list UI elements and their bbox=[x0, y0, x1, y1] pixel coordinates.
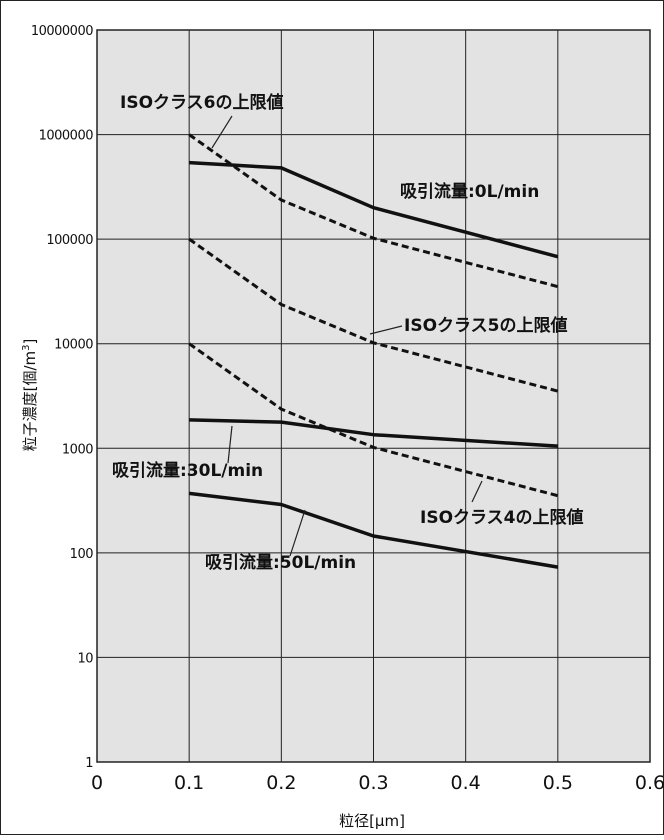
y-tick-label-3: 1000 bbox=[62, 442, 93, 457]
y-tick-label-7: 10000000 bbox=[31, 24, 93, 39]
annotation-flow-50: 吸引流量:50L/min bbox=[205, 552, 356, 573]
series-layer bbox=[188, 115, 559, 569]
x-axis-title: 粒径[μm] bbox=[339, 812, 405, 830]
x-tick-label-1: 0.1 bbox=[174, 772, 204, 794]
tick-labels: 0 0.1 0.2 0.3 0.4 0.5 0.6 1 10 100 1000 10000 100000… bbox=[31, 24, 664, 794]
plot-border bbox=[96, 29, 651, 763]
y-axis-title-sup: 3 bbox=[21, 344, 32, 350]
leader-line-0 bbox=[211, 115, 233, 149]
y-tick-label-2: 100 bbox=[70, 547, 94, 562]
y-axis-title-close: ] bbox=[21, 339, 39, 345]
series-line-5 bbox=[188, 342, 559, 498]
series-line-1 bbox=[189, 418, 558, 448]
x-tick-label-5: 0.5 bbox=[543, 772, 573, 794]
x-tick-label-3: 0.3 bbox=[358, 772, 388, 794]
series-line-2 bbox=[188, 491, 559, 569]
annotation-layer: ISOクラス6の上限値 吸引流量:0L/min ISOクラス5の上限値 吸引流量… bbox=[112, 92, 584, 573]
x-tick-label-4: 0.4 bbox=[451, 772, 481, 794]
grid bbox=[97, 30, 650, 762]
annotation-flow-30: 吸引流量:30L/min bbox=[112, 460, 263, 481]
series-line-3 bbox=[188, 133, 559, 289]
leader-line-3 bbox=[227, 425, 233, 464]
leader-line-4 bbox=[289, 509, 306, 557]
x-tick-label-6: 0.6 bbox=[635, 772, 664, 794]
y-tick-label-4: 10000 bbox=[54, 338, 93, 353]
y-tick-label-6: 1000000 bbox=[39, 129, 94, 144]
annotation-iso-class6: ISOクラス6の上限値 bbox=[120, 92, 284, 113]
x-tick-label-2: 0.2 bbox=[266, 772, 296, 794]
x-tick-label-0: 0 bbox=[91, 772, 103, 794]
annotation-iso-class5: ISOクラス5の上限値 bbox=[404, 315, 568, 336]
series-line-0 bbox=[189, 160, 559, 259]
y-tick-label-5: 100000 bbox=[46, 233, 93, 248]
leader-line-2 bbox=[471, 480, 483, 503]
leader-line-1 bbox=[369, 325, 403, 335]
y-tick-label-1: 10 bbox=[77, 651, 93, 666]
y-axis-title: 粒子濃度[個/m3] bbox=[21, 339, 39, 452]
annotation-iso-class4: ISOクラス4の上限値 bbox=[420, 507, 584, 528]
annotation-flow-0: 吸引流量:0L/min bbox=[400, 181, 539, 202]
y-tick-label-0: 1 bbox=[85, 756, 93, 771]
y-axis-title-main: 粒子濃度[個/m bbox=[21, 351, 39, 452]
series-line-4 bbox=[188, 237, 559, 393]
